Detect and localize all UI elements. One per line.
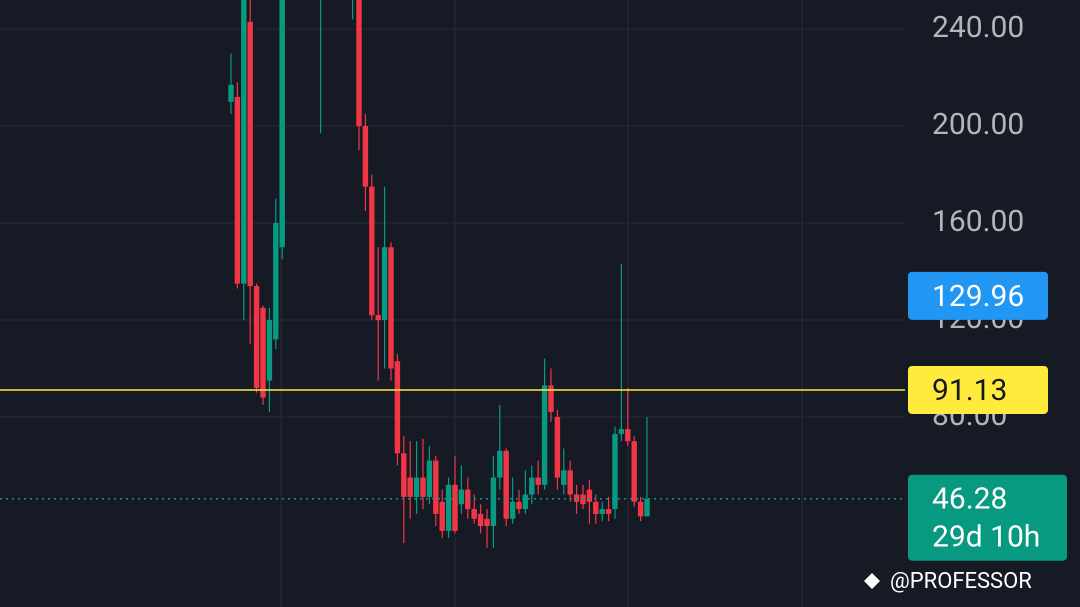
price-label-box <box>908 474 1067 561</box>
candle-body <box>605 509 612 514</box>
candle-body <box>618 429 625 434</box>
candle-body <box>561 470 567 485</box>
candle-body <box>433 460 439 514</box>
candle-body <box>612 433 618 510</box>
price-label-text: 91.13 <box>932 373 1007 408</box>
price-label-box <box>908 271 1048 320</box>
y-tick-label: 160.00 <box>932 204 1024 239</box>
candle-body <box>420 477 426 497</box>
candle-body <box>458 489 465 505</box>
candle-body <box>439 501 445 531</box>
price-label-text: 46.28 <box>932 482 1007 517</box>
watermark: @PROFESSOR <box>864 569 1032 594</box>
candle-body <box>394 361 401 454</box>
horizontal-grid <box>0 28 905 418</box>
candle-body <box>362 126 369 187</box>
candle-body <box>381 247 388 320</box>
candle-body <box>529 477 535 495</box>
price-label-text: 129.96 <box>932 279 1024 314</box>
candle-body <box>516 501 522 510</box>
candle-body <box>407 477 413 497</box>
candle-body <box>593 501 599 514</box>
candle-body <box>260 307 266 398</box>
candle-body <box>369 186 375 316</box>
candle-body <box>241 0 247 284</box>
watermark-icon <box>864 573 880 589</box>
candle-body <box>497 450 503 478</box>
candle-body <box>631 441 637 502</box>
candle-body <box>484 518 490 527</box>
candle-body <box>599 509 605 514</box>
candle-body <box>266 319 273 381</box>
countdown-text: 29d 10h <box>932 520 1040 555</box>
candle-body <box>452 484 458 531</box>
candle-body <box>644 498 650 517</box>
candle-body <box>471 509 477 519</box>
candle-body <box>445 484 452 531</box>
candle-body <box>413 477 420 497</box>
candle-body <box>465 489 471 510</box>
candle-body <box>247 21 253 287</box>
candle-body <box>554 416 561 478</box>
y-tick-label: 200.00 <box>932 107 1024 142</box>
candle-body <box>509 501 516 519</box>
candle-body <box>234 96 241 284</box>
watermark-text: @PROFESSOR <box>890 569 1032 594</box>
candle-body <box>426 460 433 497</box>
candle-body <box>490 477 497 527</box>
candle-body <box>503 450 509 519</box>
candle-body <box>273 223 279 340</box>
candle-body <box>586 489 593 502</box>
price-label-box <box>908 365 1048 414</box>
candle-body <box>375 315 381 320</box>
candle-body <box>567 470 573 495</box>
candle-body <box>356 0 362 127</box>
y-tick-label: 240.00 <box>932 10 1024 45</box>
candle-body <box>541 385 548 485</box>
candle-body <box>401 453 407 497</box>
candle-body <box>477 513 484 527</box>
price-lines <box>0 389 905 500</box>
candle-body <box>522 494 529 510</box>
candle-body <box>548 385 554 413</box>
candle-body <box>253 286 260 388</box>
candles <box>228 0 650 548</box>
candle-body <box>625 429 631 442</box>
candle-body <box>388 247 394 369</box>
candle-body <box>228 84 234 102</box>
candle-body <box>535 477 541 485</box>
candle-body <box>637 501 644 517</box>
candle-body <box>279 0 285 248</box>
